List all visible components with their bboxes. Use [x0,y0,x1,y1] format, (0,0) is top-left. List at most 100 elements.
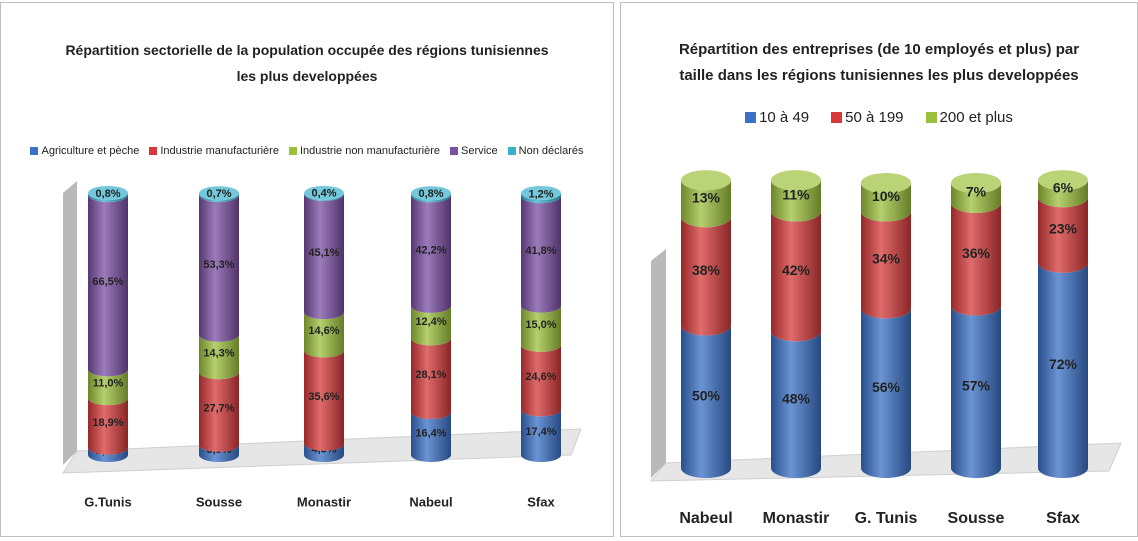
chart: 50% 38% 13% Nabeul 48% 42% 11% Monastir 56% 34% 10… [649,170,1122,527]
x-tick-label: Nabeul [409,494,452,509]
cylinder-segment [199,195,239,342]
x-tick-label: Monastir [297,494,351,509]
data-label: 17,4% [525,426,556,438]
legend-item: Agriculture et pèche [30,145,139,157]
legend-item: 200 et plus [925,109,1013,126]
legend-item: 10 à 49 [745,109,809,126]
cylinder-segment [521,196,561,313]
cylinder-segment [681,217,731,336]
data-label: 11% [782,187,810,203]
cylinder-segment [771,211,821,342]
data-label: 6% [1053,179,1074,195]
data-label: 28,1% [415,369,446,381]
data-label: 23% [1049,221,1078,237]
data-label: 50% [692,387,721,403]
cylinder-top [88,186,128,200]
cylinder-segment [681,325,731,478]
cylinder-top [521,186,561,200]
cylinder-segment [88,398,128,455]
data-label: 66,5% [92,276,123,288]
data-label: 10% [872,188,901,204]
cylinder-top [951,173,1001,193]
data-label: 15,0% [525,319,556,331]
data-label: 0,8% [95,188,120,200]
legend-swatch [30,147,39,155]
x-tick-label: Nabeul [679,510,732,527]
data-label: 34% [872,251,901,267]
data-label: 12,4% [415,316,446,328]
cylinder-segment [304,443,344,462]
data-label: 48% [782,390,811,406]
cylinder-segment [88,195,128,377]
cylinder-segment [521,305,561,352]
legend-swatch [831,112,843,123]
legend-item: Industrie non manufacturière [288,145,440,157]
cylinder-segment [411,305,451,346]
cylinder-segment [199,372,239,452]
data-label: 0,4% [311,187,336,199]
x-tick-label: Monastir [763,510,830,527]
cylinder-segment [411,193,451,203]
cylinder-segment [304,350,344,451]
data-label: 0,7% [206,188,231,200]
cylinder-segment [88,369,128,406]
legend-label: 10 à 49 [759,109,810,126]
chart-panel: Répartition sectorielle de la population… [0,2,614,537]
side-wall [651,249,666,478]
cylinder-top [304,186,344,200]
data-label: 14,3% [203,347,234,359]
cylinder-segment [951,305,1001,478]
legend-item: Non déclarés [507,145,584,157]
cylinder-segment [771,180,821,222]
cylinder-segment [88,447,128,462]
data-label: 57% [962,377,991,393]
x-tick-label: G.Tunis [84,494,131,509]
cylinder-top [411,186,451,201]
chart-panel: Répartition des entreprises (de 10 emplo… [620,2,1138,537]
cylinder-segment [199,193,239,203]
data-label: 56% [872,379,901,395]
x-tick-label: Sousse [196,494,242,509]
cylinder-segment [861,183,911,222]
data-label: 16,4% [415,427,446,439]
cylinder-top [1038,170,1088,191]
data-label: 45,1% [308,247,339,259]
data-label: 42% [782,262,811,278]
x-tick-label: Sfax [527,494,555,509]
data-label: 42,2% [415,245,446,257]
cylinder-top [681,170,731,191]
legend-swatch [925,112,937,123]
legend-swatch [449,147,458,155]
legend-swatch [745,112,757,123]
legend-item: Service [449,145,498,157]
cylinder-segment [1038,262,1088,478]
data-label: 38% [692,262,721,278]
cylinder-segment [861,211,911,319]
legend-swatch [149,147,158,155]
legend-label: Agriculture et pèche [41,145,140,157]
cylinder-segment [771,331,821,478]
legend-swatch [507,147,516,155]
chart: 2,8%18,9%11,0%66,5%0,8%G.Tunis3,9%27,7%1… [62,181,582,509]
cylinder-segment [521,344,561,417]
data-label: 35,6% [308,391,339,403]
cylinder-segment [681,180,731,228]
data-label: 36% [962,245,991,261]
cylinder-segment [411,412,451,462]
data-label: 41,8% [525,245,556,257]
legend-item: 50 à 199 [831,109,904,126]
cylinder-segment [199,444,239,462]
data-label: 7% [966,184,987,200]
data-label: 24,6% [525,371,556,383]
x-tick-label: Sfax [1046,510,1080,527]
legend-label: Service [460,145,498,157]
data-label: 1,2% [528,188,553,200]
data-label: 27,7% [203,402,234,414]
cylinder-segment [521,409,561,462]
x-tick-label: G. Tunis [855,510,918,527]
data-label: 0,8% [418,188,443,200]
cylinder-segment [411,338,451,420]
data-label: 13% [692,189,721,205]
cylinder-top [199,186,239,201]
